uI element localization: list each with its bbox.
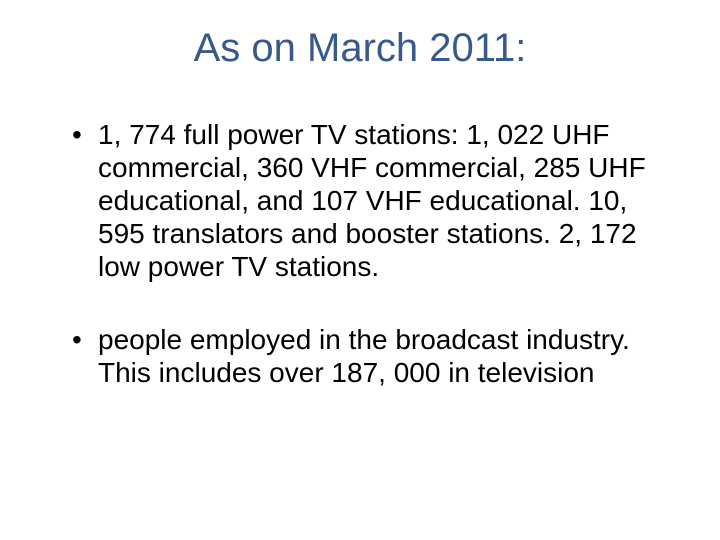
bullet-item: people employed in the broadcast industr… xyxy=(64,323,660,389)
bullet-list: 1, 774 full power TV stations: 1, 022 UH… xyxy=(60,118,660,389)
bullet-item: 1, 774 full power TV stations: 1, 022 UH… xyxy=(64,118,660,283)
slide: As on March 2011: 1, 774 full power TV s… xyxy=(0,0,720,540)
slide-title: As on March 2011: xyxy=(60,26,660,70)
